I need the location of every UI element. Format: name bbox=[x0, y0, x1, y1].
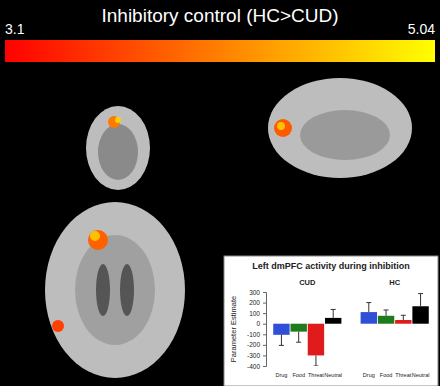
x-tick-label: Drug bbox=[275, 372, 287, 378]
y-tick: 0 bbox=[256, 320, 266, 327]
activation bbox=[108, 116, 120, 128]
error-bar bbox=[420, 294, 421, 307]
bar bbox=[290, 324, 306, 332]
chart-title: Left dmPFC activity during inhibition bbox=[252, 261, 410, 271]
y-tick-mark bbox=[263, 345, 266, 346]
bar bbox=[395, 320, 411, 324]
colorbar-tick-label: 3.1 bbox=[5, 21, 25, 37]
y-tick: -400 bbox=[247, 363, 266, 370]
y-tick-mark bbox=[263, 313, 266, 314]
brain-coronal-inner bbox=[98, 124, 138, 180]
inset-panel bbox=[224, 256, 438, 386]
y-axis: -400 -300 -200 -100 0 100 200 300 bbox=[247, 289, 267, 370]
bar bbox=[361, 312, 377, 324]
error-bar bbox=[403, 315, 404, 320]
error-cap bbox=[296, 342, 301, 343]
y-tick-mark bbox=[263, 334, 266, 335]
x-tick-label: Threat bbox=[308, 372, 324, 378]
brain-sagittal bbox=[268, 78, 412, 178]
y-tick-label: 0 bbox=[256, 320, 260, 327]
y-tick-label: 300 bbox=[249, 289, 260, 296]
error-cap bbox=[279, 345, 284, 346]
y-axis-line bbox=[263, 293, 267, 367]
ventricle bbox=[96, 264, 110, 316]
ventricle bbox=[120, 264, 134, 316]
x-tick-label: Food bbox=[380, 372, 393, 378]
activation bbox=[115, 117, 121, 123]
group-label: HC bbox=[389, 278, 400, 287]
activation bbox=[277, 122, 285, 130]
brain-sagittal-inner bbox=[300, 110, 390, 160]
y-tick: 100 bbox=[249, 310, 266, 317]
error-cap bbox=[313, 366, 318, 367]
error-bar bbox=[368, 303, 369, 313]
y-tick-mark bbox=[263, 292, 266, 293]
y-axis-title: Parameter Estimate bbox=[229, 296, 238, 362]
x-tick-label: Neutral bbox=[412, 372, 430, 378]
error-bar bbox=[386, 310, 387, 316]
error-cap bbox=[418, 293, 423, 294]
y-tick-label: -100 bbox=[247, 331, 260, 338]
background bbox=[0, 0, 440, 386]
x-tick-label: Food bbox=[292, 372, 305, 378]
y-tick-label: 200 bbox=[249, 299, 260, 306]
brain-axial-inner bbox=[75, 235, 155, 345]
x-tick-label: Neutral bbox=[324, 372, 342, 378]
plot-area bbox=[273, 294, 429, 366]
y-tick: -300 bbox=[247, 352, 266, 359]
error-cap bbox=[384, 309, 389, 310]
colorbar-tick-label: 5.04 bbox=[408, 21, 435, 37]
y-tick-mark bbox=[263, 303, 266, 304]
brain-coronal bbox=[86, 106, 150, 190]
x-tick-label: Threat bbox=[395, 372, 411, 378]
y-tick: -100 bbox=[247, 331, 266, 338]
y-tick-mark bbox=[263, 366, 266, 367]
y-tick-mark bbox=[263, 324, 266, 325]
activation bbox=[90, 231, 100, 241]
activation bbox=[274, 119, 292, 137]
error-cap bbox=[401, 315, 406, 316]
bar bbox=[378, 316, 394, 324]
bar bbox=[308, 324, 324, 356]
title: Inhibitory control (HC>CUD) bbox=[101, 5, 338, 26]
bar bbox=[412, 306, 428, 323]
y-tick-label: -200 bbox=[247, 341, 260, 348]
activation bbox=[52, 320, 64, 332]
bar bbox=[325, 318, 341, 324]
y-tick: 200 bbox=[249, 299, 266, 306]
error-bar bbox=[281, 335, 282, 346]
error-bar bbox=[333, 309, 334, 317]
y-tick-label: 100 bbox=[249, 310, 260, 317]
group-label: CUD bbox=[299, 278, 316, 287]
y-tick-label: -400 bbox=[247, 363, 260, 370]
error-bar bbox=[315, 355, 316, 366]
brain-axial bbox=[45, 202, 185, 378]
activation bbox=[88, 230, 108, 250]
error-cap bbox=[331, 309, 336, 310]
y-tick-mark bbox=[263, 355, 266, 356]
y-tick: 300 bbox=[249, 289, 266, 296]
error-bar bbox=[298, 332, 299, 343]
x-tick-label: Drug bbox=[363, 372, 375, 378]
bar bbox=[273, 324, 289, 335]
y-tick: -200 bbox=[247, 341, 266, 348]
y-tick-label: -300 bbox=[247, 352, 260, 359]
error-cap bbox=[366, 302, 371, 303]
colorbar bbox=[5, 40, 435, 62]
